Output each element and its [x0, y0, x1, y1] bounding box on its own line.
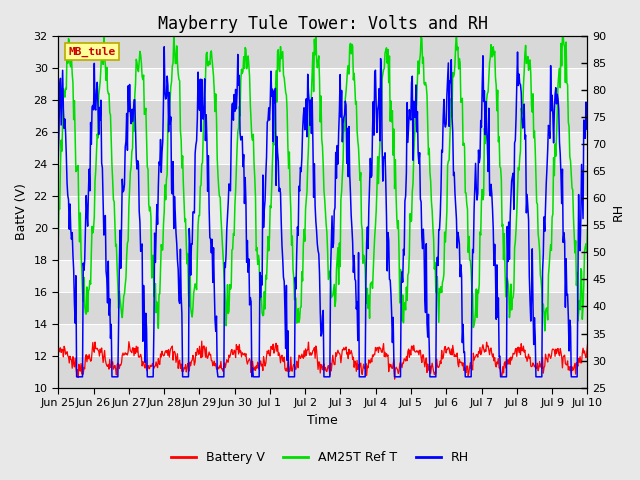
Y-axis label: RH: RH	[612, 203, 625, 221]
Bar	[58, 36, 588, 68]
Bar	[58, 132, 588, 164]
Bar	[58, 196, 588, 228]
Bar	[58, 260, 588, 292]
Bar	[58, 292, 588, 324]
Legend: Battery V, AM25T Ref T, RH: Battery V, AM25T Ref T, RH	[166, 446, 474, 469]
Y-axis label: BattV (V): BattV (V)	[15, 183, 28, 240]
Bar	[58, 356, 588, 388]
Bar	[58, 228, 588, 260]
Bar	[58, 100, 588, 132]
Title: Mayberry Tule Tower: Volts and RH: Mayberry Tule Tower: Volts and RH	[158, 15, 488, 33]
Bar	[58, 68, 588, 100]
Text: MB_tule: MB_tule	[69, 47, 116, 57]
Bar	[58, 164, 588, 196]
X-axis label: Time: Time	[307, 414, 338, 427]
Bar	[58, 324, 588, 356]
